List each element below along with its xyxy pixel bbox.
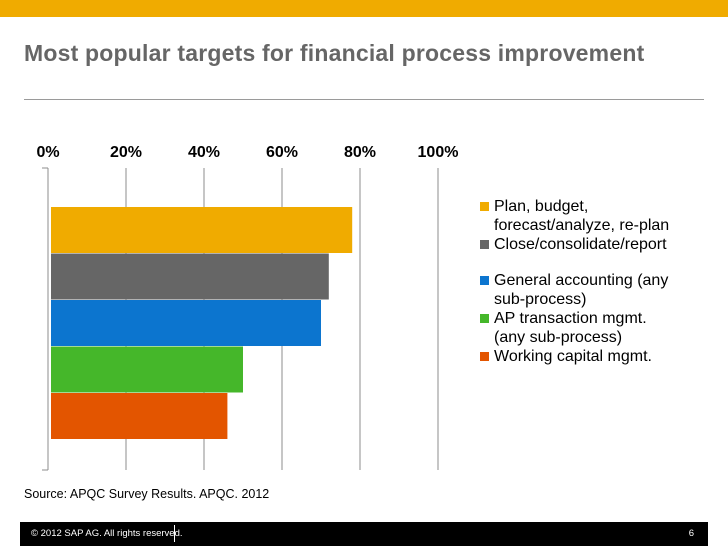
legend-label-2-line-1: Close/consolidate/report <box>494 236 667 253</box>
bar-1 <box>51 207 353 253</box>
legend-item-5: Working capital mgmt. <box>480 347 720 366</box>
legend-item-4: AP transaction mgmt. (any sub-process) <box>480 309 720 347</box>
bar-3 <box>51 300 321 346</box>
x-tick-label-1: 20% <box>110 144 142 161</box>
legend-swatch-4 <box>480 314 489 323</box>
x-tick-label-4: 80% <box>344 144 376 161</box>
bar-2 <box>51 253 329 300</box>
x-tick-label-3: 60% <box>266 144 298 161</box>
x-tick-label-2: 40% <box>188 144 220 161</box>
legend-item-3: General accounting (any sub-process) <box>480 271 720 309</box>
legend-label-5-line-1: Working capital mgmt. <box>494 348 652 365</box>
legend-label-1-line-1: Plan, budget, <box>494 198 589 215</box>
source-note: Source: APQC Survey Results. APQC. 2012 <box>24 487 270 501</box>
legend-swatch-2 <box>480 240 489 249</box>
legend-item-2: Close/consolidate/report <box>480 235 720 254</box>
footer-bar: © 2012 SAP AG. All rights reserved. 6 <box>20 522 708 546</box>
legend-label-3-line-2: sub-process) <box>494 291 587 308</box>
legend-label-4-line-2: (any sub-process) <box>494 329 623 346</box>
x-tick-label-0: 0% <box>36 144 59 161</box>
legend-swatch-5 <box>480 352 489 361</box>
page-number: 6 <box>688 528 694 539</box>
bar-4 <box>51 346 243 393</box>
copyright-text: © 2012 SAP AG. All rights reserved. <box>31 528 183 539</box>
legend-swatch-1 <box>480 202 489 211</box>
legend-label-4-line-1: AP transaction mgmt. <box>494 310 647 327</box>
legend-swatch-3 <box>480 276 489 285</box>
top-accent-bar <box>0 0 728 17</box>
legend-label-1-line-2: forecast/analyze, re-plan <box>494 217 670 234</box>
legend-item-1: Plan, budget, forecast/analyze, re-plan <box>480 197 720 235</box>
slide-title: Most popular targets for financial proce… <box>24 40 645 66</box>
legend-label-3-line-1: General accounting (any <box>494 272 669 289</box>
bar-5 <box>51 393 228 439</box>
title-divider <box>24 99 704 100</box>
x-tick-label-5: 100% <box>418 144 459 161</box>
chart-legend: Plan, budget, forecast/analyze, re-plan Cl… <box>480 197 720 366</box>
footer-divider <box>174 525 175 542</box>
